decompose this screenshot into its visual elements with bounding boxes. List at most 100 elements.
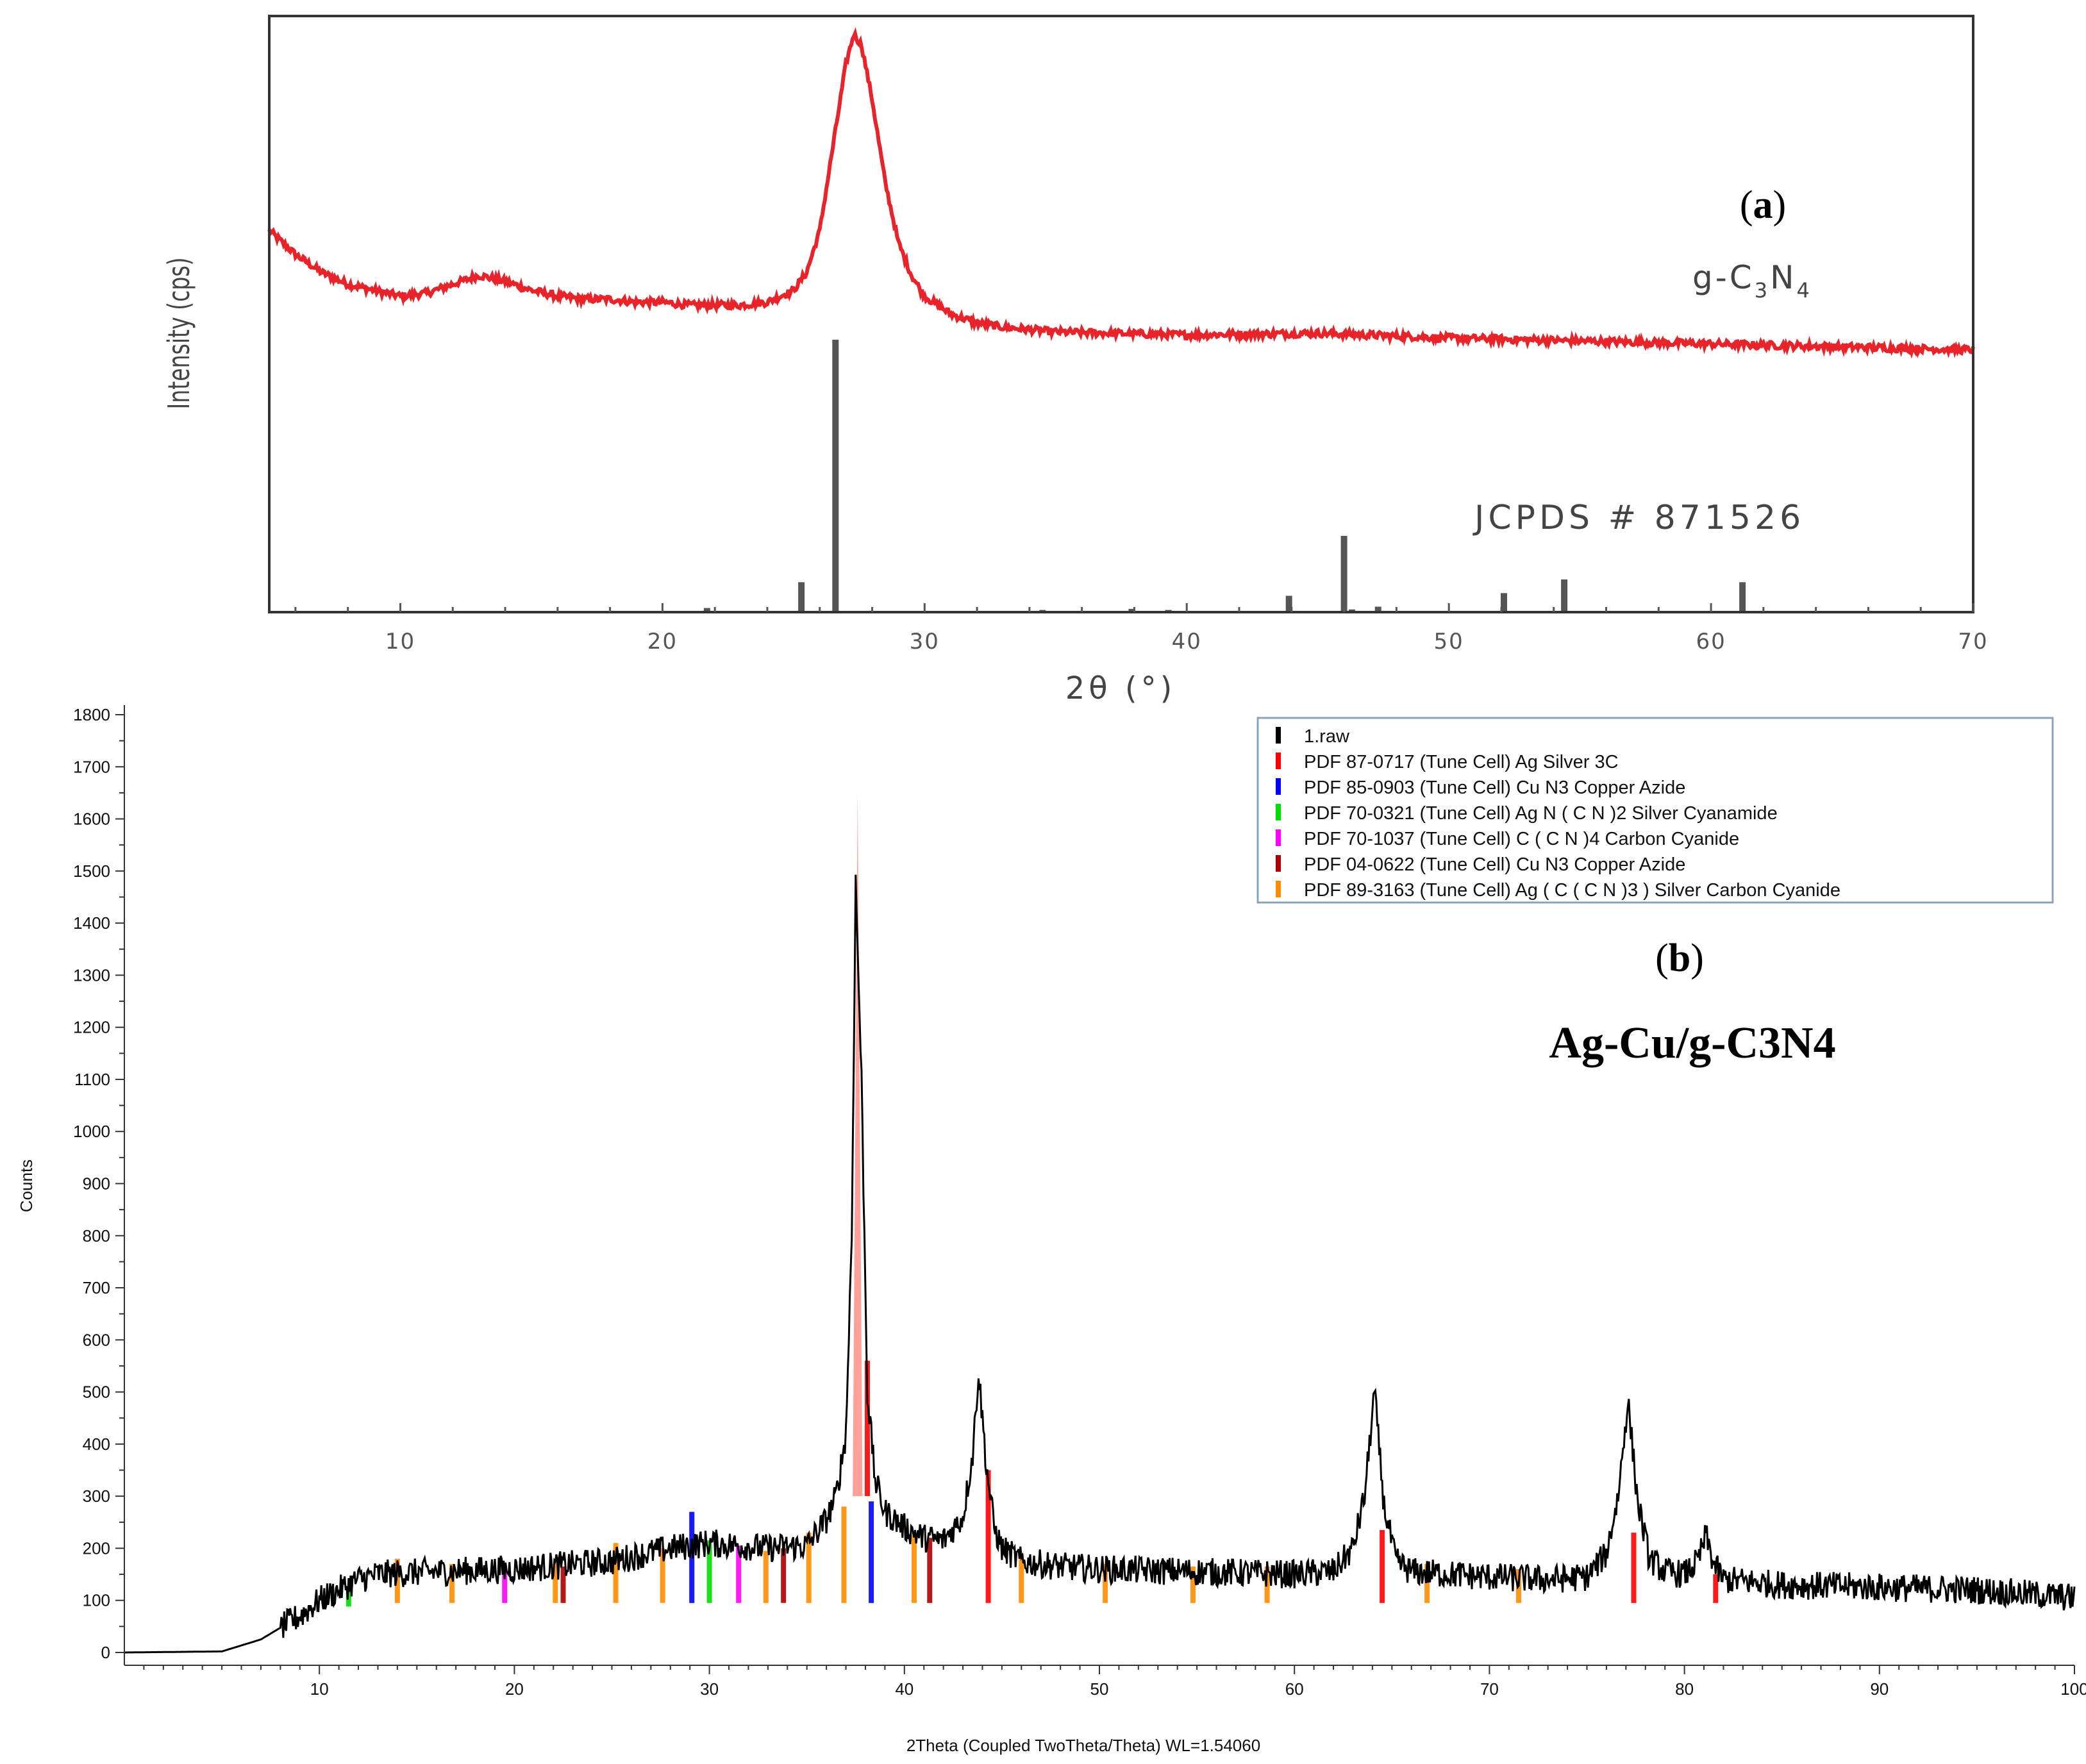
- y-tick-label: 1600: [73, 810, 110, 829]
- y-tick-label: 700: [83, 1278, 110, 1297]
- reference-marker: [869, 1501, 874, 1603]
- x-tick-label: 100: [2060, 1679, 2086, 1699]
- y-tick-label: 100: [83, 1591, 110, 1610]
- legend-swatch: [1276, 881, 1281, 897]
- y-tick-label: 1000: [73, 1122, 110, 1141]
- legend-label: PDF 85-0903 (Tune Cell) Cu N3 Copper Azi…: [1304, 778, 1685, 798]
- panel-label-a: (a): [1740, 183, 1786, 227]
- reference-peak: [1128, 608, 1135, 612]
- reference-peak: [798, 582, 805, 613]
- y-tick-label: 1200: [73, 1018, 110, 1037]
- legend-swatch: [1276, 855, 1281, 872]
- reference-marker: [449, 1563, 455, 1603]
- legend-label: PDF 04-0622 (Tune Cell) Cu N3 Copper Azi…: [1304, 854, 1685, 875]
- reference-marker: [1019, 1553, 1024, 1603]
- y-tick-label: 300: [83, 1486, 110, 1506]
- x-tick-label: 30: [700, 1679, 719, 1699]
- reference-marker: [394, 1558, 400, 1603]
- legend-swatch: [1276, 804, 1281, 820]
- x-tick-label: 30: [910, 629, 940, 654]
- chart-title-b: Ag-Cu/g-C3N4: [1549, 1019, 1835, 1068]
- reference-marker: [1380, 1530, 1385, 1603]
- reference-marker: [1103, 1563, 1108, 1603]
- legend-label: PDF 70-1037 (Tune Cell) C ( C N )4 Carbo…: [1304, 829, 1739, 849]
- y-tick-label: 0: [101, 1643, 110, 1662]
- reference-peak: [832, 340, 839, 612]
- reference-marker: [1631, 1533, 1637, 1603]
- reference-peaks-a: [703, 340, 1746, 613]
- x-tick-label: 50: [1434, 629, 1464, 654]
- y-tick-label: 500: [83, 1383, 110, 1402]
- reference-label-jcpds: JCPDS # 871526: [1473, 499, 1805, 537]
- reference-peak: [1285, 595, 1292, 612]
- reference-peak: [703, 608, 710, 612]
- legend-swatch: [1276, 829, 1281, 846]
- x-axis-ticks-a: 10 20 30 40 50 60 70: [294, 603, 1988, 654]
- y-tick-label: 1400: [73, 913, 110, 933]
- legend-swatch: [1276, 753, 1281, 769]
- legend-swatch: [1276, 778, 1281, 795]
- plot-frame-a: [268, 15, 1974, 613]
- reference-marker: [1190, 1566, 1196, 1603]
- reference-marker: [660, 1548, 665, 1603]
- g-c3n4-line: [267, 27, 1975, 359]
- legend-label: PDF 87-0717 (Tune Cell) Ag Silver 3C: [1304, 752, 1619, 772]
- legend-label: 1.raw: [1304, 726, 1350, 747]
- reference-marker: [865, 1360, 870, 1497]
- raw-pattern-line: [124, 874, 2076, 1654]
- series-label-g-c3n4: g-C3N4: [1692, 259, 1812, 303]
- y-tick-label: 1100: [74, 1070, 110, 1089]
- x-axis-ticks-b: 10 20 30 40 50 60 70 80 90 100: [143, 1665, 2086, 1699]
- legend-swatch: [1276, 727, 1281, 744]
- panel-label-b: (b): [1655, 936, 1704, 980]
- reference-marker: [560, 1566, 566, 1603]
- x-tick-label: 90: [1870, 1679, 1889, 1699]
- reference-marker: [841, 1506, 847, 1603]
- x-tick-label: 40: [1172, 629, 1202, 654]
- x-tick-label: 10: [385, 629, 415, 654]
- reference-peak: [1374, 606, 1381, 612]
- reference-marker: [985, 1470, 991, 1603]
- legend-box: [1256, 717, 2054, 904]
- reference-peak: [1501, 593, 1507, 613]
- reference-marker: [1713, 1574, 1719, 1603]
- y-tick-label: 1300: [73, 965, 110, 985]
- x-tick-label: 70: [1958, 629, 1988, 654]
- x-tick-label: 20: [505, 1679, 524, 1699]
- legend-b: 1.raw PDF 87-0717 (Tune Cell) Ag Silver 3…: [1256, 717, 2054, 904]
- reference-marker: [781, 1548, 787, 1603]
- x-tick-label: 60: [1696, 629, 1726, 654]
- x-tick-label: 70: [1480, 1679, 1499, 1699]
- panel-b: 0 100 200 300 400 500 600 700 800 900 1000 1100 1200…: [17, 705, 2086, 1755]
- reference-peak: [1739, 582, 1746, 613]
- reference-marker: [613, 1543, 619, 1603]
- reference-markers-b: [346, 792, 1719, 1607]
- legend-label: PDF 70-0321 (Tune Cell) Ag N ( C N )2 Si…: [1304, 803, 1778, 824]
- reference-marker: [853, 792, 863, 1497]
- reference-peak: [1340, 536, 1348, 612]
- legend-items: 1.raw PDF 87-0717 (Tune Cell) Ag Silver 3…: [1276, 726, 1840, 901]
- y-axis-label-a: Intensity (cps): [163, 257, 197, 409]
- reference-marker: [912, 1535, 917, 1603]
- panel-a: 10 20 30 40 50 60 70 Intensity (cps) 2θ (°) (a…: [163, 15, 1988, 706]
- y-tick-label: 800: [83, 1226, 110, 1245]
- reference-marker: [1424, 1563, 1430, 1603]
- reference-marker: [553, 1563, 558, 1603]
- y-tick-label: 1800: [73, 705, 110, 724]
- x-tick-label: 40: [895, 1679, 914, 1699]
- y-tick-label: 600: [83, 1330, 110, 1349]
- reference-marker: [927, 1538, 933, 1603]
- x-axis-label-a: 2θ (°): [1065, 670, 1176, 706]
- reference-peak: [1348, 609, 1355, 613]
- y-axis-label-b: Counts: [17, 1160, 36, 1212]
- y-tick-label: 200: [83, 1538, 110, 1558]
- y-tick-label: 1700: [73, 757, 110, 776]
- reference-marker: [763, 1551, 769, 1603]
- reference-peak: [1561, 579, 1568, 612]
- y-tick-label: 1500: [73, 861, 110, 881]
- reference-marker: [736, 1545, 742, 1603]
- x-tick-label: 80: [1675, 1679, 1694, 1699]
- y-tick-label: 400: [83, 1435, 110, 1454]
- reference-marker: [502, 1569, 508, 1603]
